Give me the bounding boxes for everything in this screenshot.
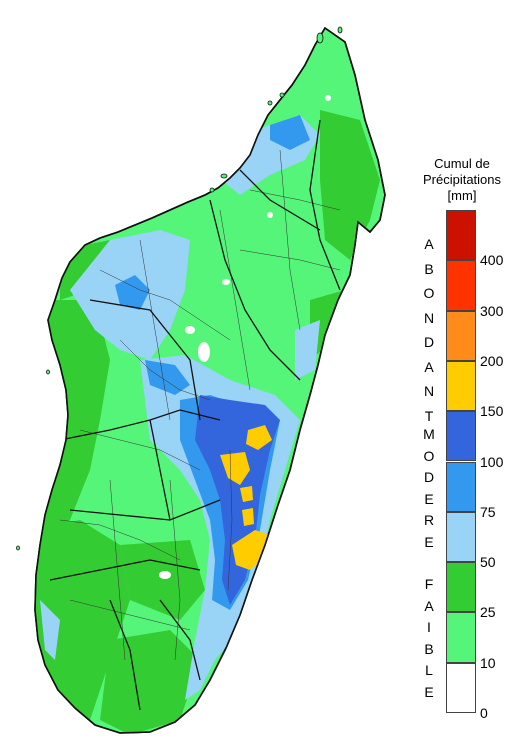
category-letter-abondant: N bbox=[423, 309, 435, 326]
category-letter-abondant: T bbox=[424, 407, 434, 424]
region-boundaries bbox=[49, 119, 341, 711]
category-letter-abondant: D bbox=[423, 334, 435, 350]
zone-25-50-northeast bbox=[320, 110, 380, 260]
category-letter-faible: F bbox=[424, 576, 434, 592]
legend-swatch-400 bbox=[446, 210, 476, 261]
legend-tick-200: 200 bbox=[480, 352, 504, 369]
legend-tick-400: 400 bbox=[480, 252, 504, 269]
category-letter-modere: R bbox=[423, 512, 435, 528]
category-letter-abondant: B bbox=[424, 260, 434, 277]
category-letter-abondant: A bbox=[424, 358, 434, 375]
legend-swatch-200 bbox=[446, 310, 476, 361]
category-letter-modere: O bbox=[423, 447, 435, 464]
legend-title-line2: Précipitations bbox=[422, 172, 502, 187]
category-letter-modere: M bbox=[423, 426, 435, 442]
zone-150-200-c bbox=[240, 486, 253, 502]
zone-0-10-d bbox=[159, 571, 171, 579]
zone-25-50-center-south bbox=[120, 540, 205, 620]
zone-25-50-southwest bbox=[35, 520, 130, 720]
legend-title-line3: [mm] bbox=[447, 188, 477, 203]
legend-tick-0: 0 bbox=[480, 705, 488, 721]
category-letter-abondant: N bbox=[423, 383, 435, 399]
zone-150-200-d bbox=[242, 508, 254, 526]
legend-title-line1: Cumul de bbox=[434, 156, 490, 171]
zone-75-100-north bbox=[270, 115, 310, 150]
zone-50-75-east bbox=[295, 320, 320, 380]
legend-tick-100: 100 bbox=[480, 453, 504, 470]
legend-swatch-0 bbox=[446, 662, 476, 713]
legend-tick-150: 150 bbox=[480, 403, 504, 420]
zone-150-200-a bbox=[246, 425, 272, 450]
legend-tick-25: 25 bbox=[480, 604, 496, 621]
category-letter-modere: E bbox=[424, 533, 434, 550]
legend-tick-300: 300 bbox=[480, 302, 504, 319]
category-letter-faible: B bbox=[424, 640, 434, 657]
legend-swatch-300 bbox=[446, 260, 476, 311]
zone-25-50-south bbox=[100, 630, 200, 733]
category-letter-faible: E bbox=[424, 683, 434, 700]
offshore-islands bbox=[16, 26, 343, 551]
legend-swatch-75 bbox=[446, 461, 476, 512]
zone-50-75-southwest bbox=[40, 600, 60, 660]
zone-150-200-b bbox=[220, 452, 250, 485]
category-letter-faible: L bbox=[425, 662, 433, 678]
legend-swatch-150 bbox=[446, 360, 476, 412]
rainfall-map bbox=[16, 26, 386, 734]
category-letter-abondant: O bbox=[423, 285, 435, 301]
category-letter-faible: A bbox=[424, 597, 434, 614]
zone-0-10-f bbox=[267, 212, 273, 218]
zone-0-10-e bbox=[325, 95, 331, 101]
legend-tick-50: 50 bbox=[480, 554, 496, 571]
zone-75-100-northwest bbox=[115, 275, 150, 310]
category-letter-modere: E bbox=[424, 490, 434, 507]
category-letter-modere: D bbox=[423, 469, 435, 485]
legend-swatch-100 bbox=[446, 411, 476, 462]
zone-75-100-central bbox=[145, 360, 190, 395]
district-boundaries bbox=[59, 149, 341, 661]
zone-0-10-c bbox=[222, 279, 230, 285]
category-letter-abondant: A bbox=[424, 236, 434, 252]
legend-tick-10: 10 bbox=[480, 654, 496, 671]
legend-tick-75: 75 bbox=[480, 503, 496, 520]
zone-0-10-b bbox=[185, 326, 195, 334]
legend-swatch-50 bbox=[446, 511, 476, 563]
legend: Cumul de Précipitations [mm] 0 10 25 50 75 10… bbox=[400, 150, 525, 730]
legend-swatch-25 bbox=[446, 562, 476, 613]
zone-0-10-a bbox=[198, 342, 210, 362]
category-letter-faible: I bbox=[427, 619, 431, 635]
legend-swatch-10 bbox=[446, 612, 476, 663]
coastline bbox=[34, 26, 386, 734]
